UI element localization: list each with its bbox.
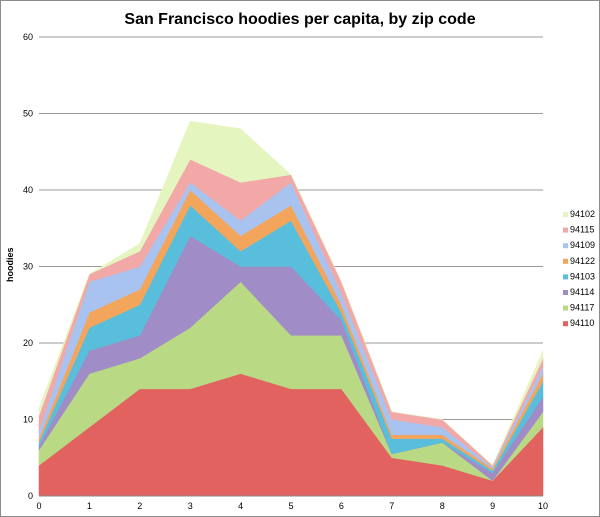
x-tick-label: 4: [238, 501, 243, 511]
legend-label: 94110: [570, 318, 594, 328]
legend-label: 94102: [570, 209, 595, 219]
legend-label: 94109: [570, 240, 595, 250]
x-tick-label: 8: [440, 501, 445, 511]
legend-swatch: [563, 258, 568, 264]
x-tick-label: 5: [288, 501, 293, 511]
legend-swatch: [563, 290, 568, 295]
axes: 0 10 20 30 40 50 60 0 1 2 3 4 5 6 7 8 9 10: [23, 32, 548, 511]
legend-label: 94115: [570, 225, 594, 235]
x-tick-label: 9: [490, 501, 495, 511]
chart-title: San Francisco hoodies per capita, by zip…: [124, 11, 476, 28]
legend-swatch: [563, 212, 568, 217]
y-tick-label: 30: [23, 262, 33, 272]
x-tick-label: 7: [389, 501, 394, 511]
legend-swatch: [563, 227, 568, 233]
legend-label: 94114: [570, 287, 594, 297]
x-tick-label: 3: [188, 501, 193, 511]
y-tick-label: 50: [23, 109, 33, 119]
x-tick-label: 6: [339, 501, 344, 511]
x-tick-label: 2: [137, 501, 142, 511]
y-tick-label: 40: [23, 185, 33, 195]
legend-label: 94122: [570, 256, 595, 266]
area-94102: [38, 120, 544, 466]
x-tick-label: 1: [87, 501, 92, 511]
y-tick-label: 60: [23, 32, 33, 42]
legend-label: 94117: [570, 303, 594, 313]
legend-swatch: [563, 305, 568, 311]
x-tick-label: 0: [36, 501, 41, 511]
legend-swatch: [563, 243, 568, 249]
y-tick-label: 0: [28, 491, 33, 501]
y-tick-label: 20: [23, 338, 33, 348]
legend: 94102 94115 94109 94122 94103 94114 94117 94110: [563, 209, 595, 328]
legend-swatch: [563, 321, 568, 327]
y-tick-label: 10: [23, 415, 33, 425]
legend-swatch: [563, 274, 568, 280]
plot-areas: [38, 120, 544, 497]
legend-label: 94103: [570, 271, 595, 281]
x-tick-label: 10: [538, 501, 548, 511]
